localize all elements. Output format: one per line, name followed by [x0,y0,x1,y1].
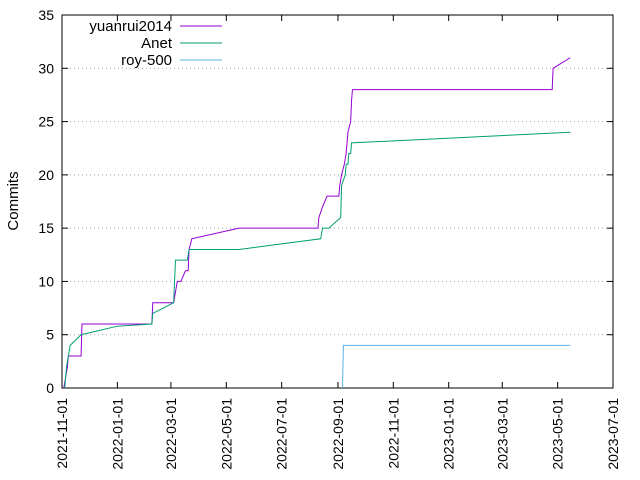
x-tick-label: 2023-07-01 [605,398,621,470]
x-tick-label: 2023-03-01 [494,398,510,470]
legend-label-yuanrui2014: yuanrui2014 [89,18,172,35]
x-tick-label: 2023-05-01 [550,398,566,470]
y-tick-label: 0 [46,380,54,396]
series-line-yuanrui2014 [63,57,571,389]
y-tick-label: 35 [38,7,54,23]
y-tick-label: 25 [38,114,54,130]
x-tick-label: 2023-01-01 [441,398,457,470]
y-axis-ticks: 0 5 10 15 20 25 30 35 [38,7,613,396]
x-axis-ticks: 2021-11-01 2022-01-01 2022-03-01 2022-05-01… [54,15,621,470]
x-tick-label: 2022-01-01 [109,398,125,470]
y-tick-label: 30 [38,60,54,76]
y-tick-label: 20 [38,167,54,183]
y-axis-title: Commits [5,171,22,230]
x-tick-label: 2021-11-01 [54,398,70,469]
x-tick-label: 2022-05-01 [218,398,234,470]
legend-label-anet: Anet [141,35,173,52]
y-tick-label: 15 [38,220,54,236]
x-tick-label: 2022-03-01 [163,398,179,470]
legend-label-roy-500: roy-500 [121,52,172,69]
x-tick-label: 2022-07-01 [274,398,290,470]
y-tick-label: 10 [38,273,54,289]
series-line-roy-500 [341,344,571,389]
series-lines [63,57,571,389]
x-tick-label: 2022-11-01 [385,398,401,469]
series-line-anet [64,131,571,389]
x-tick-label: 2022-09-01 [330,398,346,470]
y-tick-label: 5 [46,327,54,343]
